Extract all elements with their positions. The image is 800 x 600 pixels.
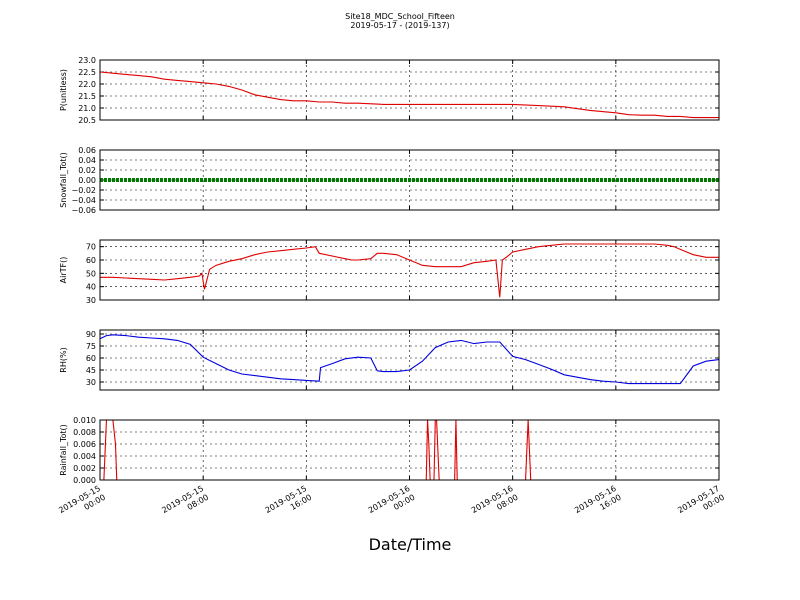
pressure-ytick-label-5: 20.5	[78, 116, 96, 125]
rainfall-panel: 0.010 0.008 0.006 0.004 0.002 0.000 Rainfall_T…	[57, 416, 726, 524]
pressure-panel: 23.0 22.5 22.0 21.5 21.0 20.5 P(unitless)	[59, 56, 720, 125]
snowfall-ytick-label-1: 0.04	[78, 156, 96, 165]
snowfall-axes-frame	[99, 149, 720, 211]
rel-humidity-series-line-0	[100, 334, 719, 385]
air-temp-axes-frame	[99, 239, 720, 301]
pressure-ytick-label-1: 22.5	[78, 68, 96, 77]
rel-humidity-panel: 90 75 60 45 30 RH(%)	[59, 329, 720, 391]
air-temp-ytick-label-1: 60	[86, 256, 96, 265]
rel-humidity-ytick-label-1: 75	[86, 342, 96, 351]
air-temp-ytick-label-2: 50	[86, 269, 96, 278]
pressure-y-axis-label: P(unitless)	[59, 69, 68, 111]
chart-subtitle: 2019-05-17 - (2019-137)	[350, 21, 450, 30]
air-temp-series-line-0	[100, 243, 719, 298]
pressure-ytick-label-0: 23.0	[78, 56, 96, 65]
pressure-ytick-label-4: 21.0	[78, 104, 96, 113]
rel-humidity-axes-frame	[99, 329, 720, 391]
rainfall-axes-frame	[99, 419, 720, 481]
x-tick-label-2: 2019-05-1516:00	[264, 484, 314, 524]
air-temp-ytick-label-4: 30	[86, 296, 96, 305]
air-temp-panel: 70 60 50 40 30 AirTF()	[59, 239, 720, 305]
snowfall-ytick-label-3: 0.00	[78, 176, 96, 185]
rainfall-ytick-label-3: 0.004	[73, 452, 96, 461]
pressure-ytick-label-2: 22.0	[78, 80, 96, 89]
rainfall-ytick-label-0: 0.010	[73, 416, 96, 425]
x-axis-label: Date/Time	[368, 535, 452, 554]
rel-humidity-ytick-label-2: 60	[86, 354, 96, 363]
air-temp-ytick-label-3: 40	[86, 283, 96, 292]
air-temp-ytick-label-0: 70	[86, 243, 96, 252]
rainfall-ytick-label-5: 0.000	[73, 476, 96, 485]
rainfall-ytick-label-4: 0.002	[73, 464, 96, 473]
snowfall-ytick-label-2: 0.02	[78, 166, 96, 175]
x-tick-label-0: 2019-05-1500:00	[57, 484, 107, 524]
rainfall-y-axis-label: Rainfall_Tot()	[59, 424, 68, 476]
x-tick-label-1: 2019-05-1508:00	[160, 484, 210, 524]
pressure-ytick-label-3: 21.5	[78, 92, 96, 101]
rainfall-ytick-label-2: 0.006	[73, 440, 96, 449]
x-tick-label-3: 2019-05-1600:00	[367, 484, 417, 524]
snowfall-panel: 0.060.040.020.00−0.02−0.04−0.06Snowfall_…	[59, 146, 720, 215]
rel-humidity-ytick-label-4: 30	[86, 378, 96, 387]
chart-title: Site18_MDC_School_Fifteen	[345, 12, 455, 21]
rainfall-ytick-label-1: 0.008	[73, 428, 96, 437]
air-temp-y-axis-label: AirTF()	[59, 257, 68, 284]
pressure-series-line-0	[100, 71, 719, 119]
rel-humidity-ytick-label-3: 45	[86, 366, 96, 375]
snowfall-ytick-label-5: −0.04	[71, 196, 96, 205]
snowfall-ytick-label-0: 0.06	[78, 146, 96, 155]
x-tick-label-6: 2019-05-1700:00	[676, 484, 726, 524]
snowfall-ytick-label-6: −0.06	[71, 206, 96, 215]
snowfall-ytick-label-4: −0.02	[71, 186, 96, 195]
snowfall-y-axis-label: Snowfall_Tot()	[59, 152, 68, 208]
rel-humidity-y-axis-label: RH(%)	[59, 347, 68, 372]
rel-humidity-ytick-label-0: 90	[86, 330, 96, 339]
pressure-axes-frame	[99, 59, 720, 121]
x-tick-label-4: 2019-05-1608:00	[470, 484, 520, 524]
x-tick-label-5: 2019-05-1616:00	[573, 484, 623, 524]
